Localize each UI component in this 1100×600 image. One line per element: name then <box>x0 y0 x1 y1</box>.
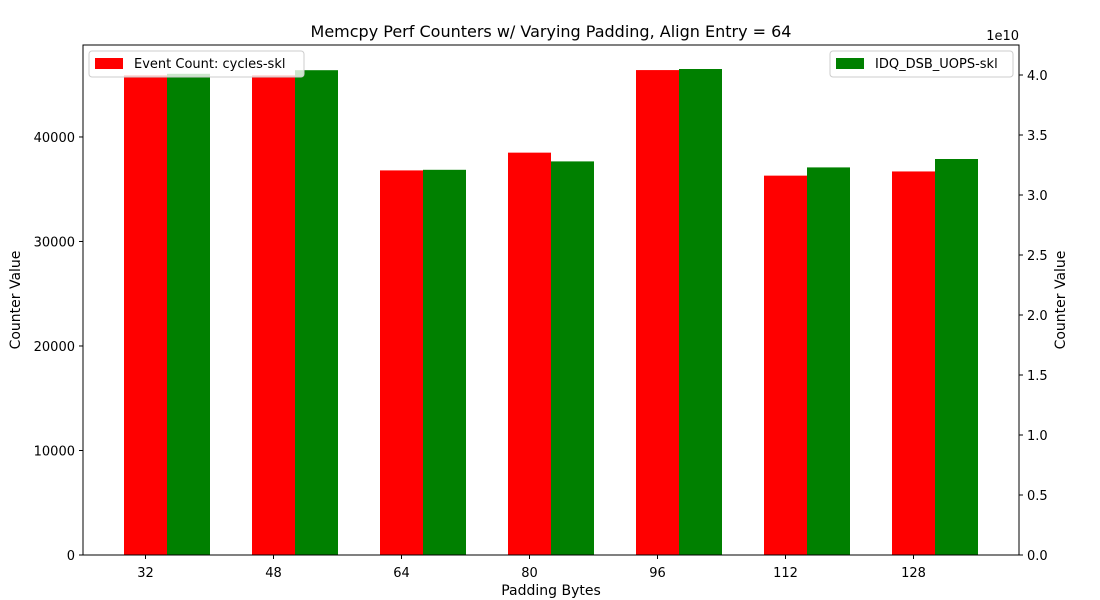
bar-cycles-skl-48 <box>252 75 295 556</box>
right-y-tick-label: 2.0 <box>1027 309 1048 324</box>
left-y-tick-label: 20000 <box>34 340 75 355</box>
right-y-axis-label: Counter Value <box>1053 251 1069 350</box>
right-y-axis-ticks: 0.0 0.5 1.0 1.5 2.0 2.5 3.0 3.5 4.0 <box>1019 69 1048 564</box>
left-y-tick-label: 40000 <box>34 131 75 146</box>
bar-cycles-skl-32 <box>124 75 167 556</box>
bar-idq-dsb-uops-skl-32 <box>167 73 210 556</box>
legend-swatch-idq-dsb-uops-skl <box>836 58 864 69</box>
right-y-tick-label: 3.5 <box>1027 129 1048 144</box>
bar-cycles-skl-96 <box>636 70 679 555</box>
plot-frame <box>82 44 1020 556</box>
x-tick-label-96: 96 <box>649 566 666 581</box>
bars-idq-dsb-uops-skl <box>167 69 978 556</box>
legend-idq-dsb-uops-skl: IDQ_DSB_UOPS-skl <box>829 50 1014 78</box>
right-y-tick-label: 0.5 <box>1027 489 1048 504</box>
bar-cycles-skl-112 <box>764 175 807 555</box>
x-tick-label-48: 48 <box>265 566 282 581</box>
x-tick-label-112: 112 <box>773 566 798 581</box>
x-axis-label: Padding Bytes <box>501 583 601 599</box>
left-y-tick-label: 30000 <box>34 235 75 250</box>
left-y-axis-ticks: 0 10000 20000 30000 40000 <box>34 131 83 564</box>
x-tick-label-128: 128 <box>901 566 926 581</box>
x-tick-label-80: 80 <box>521 566 538 581</box>
right-y-tick-label: 0.0 <box>1027 549 1048 564</box>
x-tick-label-32: 32 <box>137 566 154 581</box>
bars-cycles-skl <box>124 70 935 556</box>
right-y-tick-label: 2.5 <box>1027 249 1048 264</box>
bar-idq-dsb-uops-skl-128 <box>935 159 978 555</box>
right-axis-multiplier: 1e10 <box>986 29 1019 44</box>
right-y-tick-label: 1.0 <box>1027 429 1048 444</box>
right-y-tick-label: 3.0 <box>1027 189 1048 204</box>
chart-title: Memcpy Perf Counters w/ Varying Padding,… <box>311 22 792 41</box>
bar-cycles-skl-80 <box>508 152 551 556</box>
bar-idq-dsb-uops-skl-64 <box>423 169 466 556</box>
legend-label-idq-dsb-uops-skl: IDQ_DSB_UOPS-skl <box>875 57 998 72</box>
bar-cycles-skl-64 <box>380 170 423 555</box>
bar-idq-dsb-uops-skl-96 <box>679 69 722 555</box>
left-y-tick-label: 0 <box>67 549 75 564</box>
right-y-tick-label: 1.5 <box>1027 369 1048 384</box>
right-y-tick-label: 4.0 <box>1027 69 1048 84</box>
x-tick-label-64: 64 <box>393 566 410 581</box>
bar-idq-dsb-uops-skl-112 <box>807 167 850 555</box>
bar-cycles-skl-128 <box>892 171 935 555</box>
x-axis-ticks: 32 48 64 80 96 112 128 <box>137 555 926 581</box>
left-y-axis-label: Counter Value <box>8 251 24 350</box>
bar-idq-dsb-uops-skl-48 <box>295 70 338 555</box>
left-y-tick-label: 10000 <box>34 444 75 459</box>
legend-swatch-cycles-skl <box>95 58 123 69</box>
legend-label-cycles-skl: Event Count: cycles-skl <box>134 57 285 72</box>
bar-idq-dsb-uops-skl-80 <box>551 161 594 555</box>
legend-cycles-skl: Event Count: cycles-skl <box>88 50 305 78</box>
